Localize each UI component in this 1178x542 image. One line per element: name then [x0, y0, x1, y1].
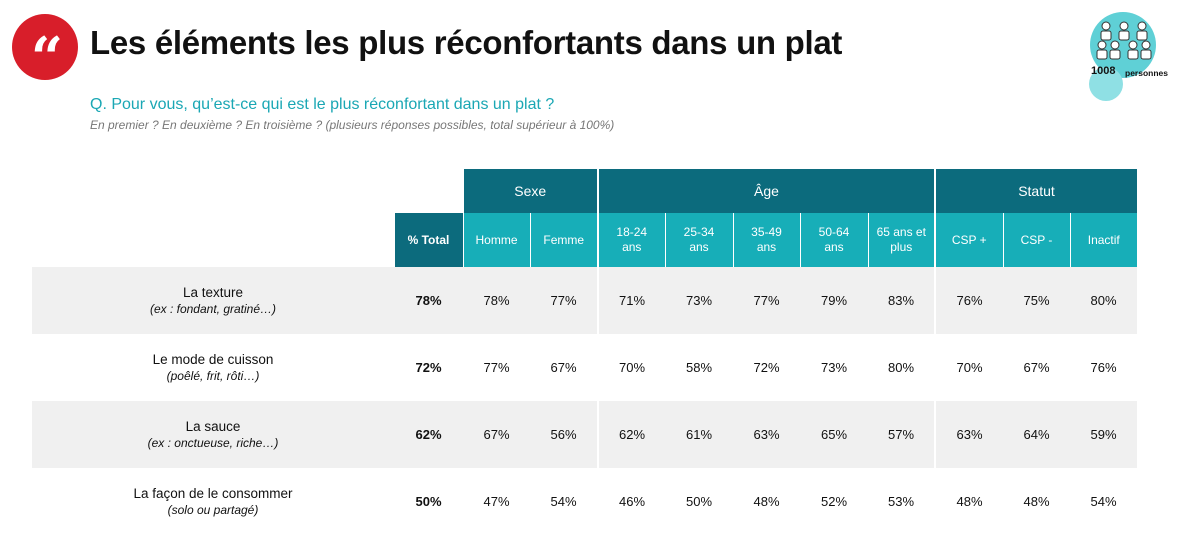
table-row: La sauce (ex : onctueuse, riche…) 62% 67… [32, 401, 1137, 468]
column-header-25-34: 25-34 ans [664, 213, 733, 267]
cell-value: 62% [597, 401, 665, 468]
cell-value: 65% [800, 401, 868, 468]
cell-value: 59% [1070, 401, 1137, 468]
cell-total: 50% [394, 468, 463, 535]
cell-value: 63% [733, 401, 800, 468]
blank-cell [32, 213, 394, 267]
column-header-csp-plus: CSP + [934, 213, 1003, 267]
column-header-18-24: 18-24 ans [597, 213, 665, 267]
cell-value: 50% [665, 468, 733, 535]
cell-value: 76% [934, 267, 1003, 334]
row-label: Le mode de cuisson (poêlé, frit, rôti…) [32, 334, 394, 401]
cell-value: 77% [530, 267, 598, 334]
sample-count: 1008 [1091, 65, 1116, 77]
cell-value: 70% [597, 334, 665, 401]
survey-question: Q. Pour vous, qu’est-ce qui est le plus … [90, 96, 555, 113]
blank-cell [32, 169, 394, 213]
cell-value: 67% [530, 334, 598, 401]
table-row: La façon de le consommer (solo ou partag… [32, 468, 1137, 535]
row-label-example: (poêlé, frit, rôti…) [166, 368, 260, 383]
cell-value: 48% [733, 468, 800, 535]
group-header-row: Sexe Âge Statut [32, 169, 1137, 213]
column-header-row: % Total Homme Femme 18-24 ans 25-34 ans … [32, 213, 1137, 267]
cell-value: 56% [530, 401, 598, 468]
group-header-statut: Statut [934, 169, 1137, 213]
row-label-main: Le mode de cuisson [152, 351, 274, 367]
cell-value: 67% [463, 401, 530, 468]
row-label: La sauce (ex : onctueuse, riche…) [32, 401, 394, 468]
group-header-age: Âge [597, 169, 935, 213]
row-label-main: La façon de le consommer [133, 485, 293, 501]
cell-value: 57% [868, 401, 935, 468]
quote-mark: “ [30, 25, 63, 91]
cell-total: 72% [394, 334, 463, 401]
cell-value: 71% [597, 267, 665, 334]
row-label-main: La texture [182, 284, 244, 300]
cell-value: 80% [1070, 267, 1137, 334]
cell-value: 47% [463, 468, 530, 535]
cell-value: 54% [1070, 468, 1137, 535]
column-header-homme: Homme [462, 213, 530, 267]
sample-label: personnes [1125, 68, 1168, 78]
page-title: Les éléments les plus réconfortants dans… [90, 24, 843, 61]
cell-value: 78% [463, 267, 530, 334]
cell-value: 54% [530, 468, 598, 535]
cell-total: 62% [394, 401, 463, 468]
cell-value: 58% [665, 334, 733, 401]
cell-value: 48% [934, 468, 1003, 535]
table-row: Le mode de cuisson (poêlé, frit, rôti…) … [32, 334, 1137, 401]
cell-value: 63% [934, 401, 1003, 468]
table-row: La texture (ex : fondant, gratiné…) 78% … [32, 267, 1137, 334]
people-group-icon [1086, 12, 1174, 101]
blank-cell [393, 169, 463, 213]
column-header-35-49: 35-49 ans [732, 213, 800, 267]
cell-value: 64% [1003, 401, 1070, 468]
people-icon [1096, 21, 1152, 60]
cell-value: 67% [1003, 334, 1070, 401]
column-header-csp-minus: CSP - [1002, 213, 1070, 267]
cell-value: 75% [1003, 267, 1070, 334]
column-header-65-plus: 65 ans et plus [867, 213, 935, 267]
cell-value: 70% [934, 334, 1003, 401]
cell-value: 48% [1003, 468, 1070, 535]
column-header-50-64: 50-64 ans [799, 213, 868, 267]
cell-value: 73% [800, 334, 868, 401]
group-header-sexe: Sexe [462, 169, 598, 213]
quote-icon: “ [12, 14, 78, 86]
cell-value: 80% [868, 334, 935, 401]
results-table: Sexe Âge Statut % Total Homme Femme 18-2… [32, 169, 1137, 535]
cell-total: 78% [394, 267, 463, 334]
cell-value: 53% [868, 468, 935, 535]
row-label-main: La sauce [185, 418, 241, 434]
cell-value: 79% [800, 267, 868, 334]
cell-value: 61% [665, 401, 733, 468]
cell-value: 77% [733, 267, 800, 334]
cell-value: 73% [665, 267, 733, 334]
column-header-total: % Total [393, 213, 463, 267]
row-label: La texture (ex : fondant, gratiné…) [32, 267, 394, 334]
row-label: La façon de le consommer (solo ou partag… [32, 468, 394, 535]
cell-value: 46% [597, 468, 665, 535]
row-label-example: (ex : fondant, gratiné…) [149, 301, 277, 316]
cell-value: 77% [463, 334, 530, 401]
cell-value: 83% [868, 267, 935, 334]
people-circle-small [1089, 67, 1123, 101]
cell-value: 72% [733, 334, 800, 401]
survey-subquestion: En premier ? En deuxième ? En troisième … [90, 118, 615, 132]
row-label-example: (solo ou partagé) [167, 502, 259, 517]
cell-value: 52% [800, 468, 868, 535]
column-header-inactif: Inactif [1069, 213, 1137, 267]
column-header-femme: Femme [529, 213, 598, 267]
row-label-example: (ex : onctueuse, riche…) [147, 435, 279, 450]
cell-value: 76% [1070, 334, 1137, 401]
